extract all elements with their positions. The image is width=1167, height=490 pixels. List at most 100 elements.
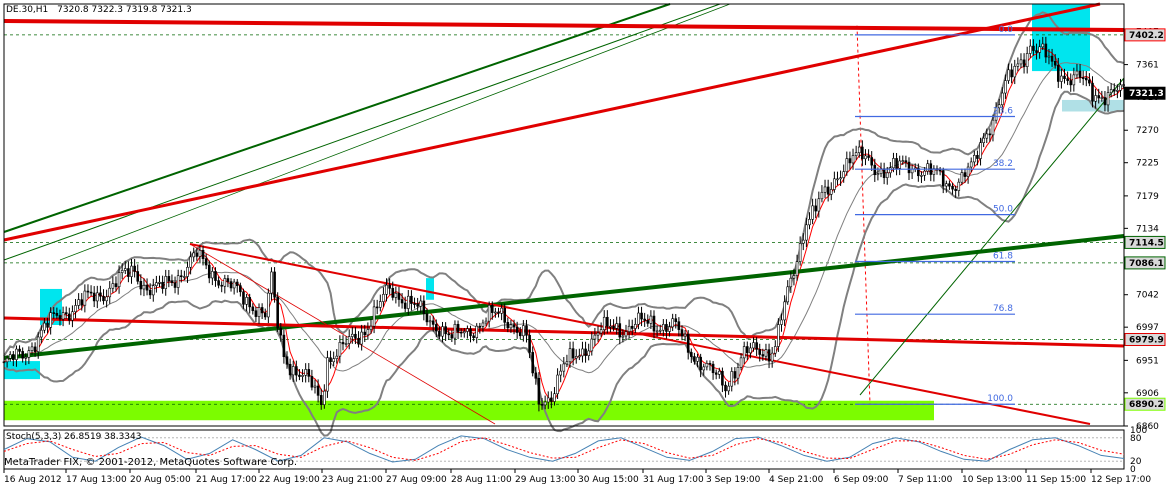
candle-body: [497, 311, 500, 314]
candle-body: [1119, 84, 1122, 91]
candle-body: [83, 290, 87, 306]
candle-body: [285, 356, 289, 365]
candle-body: [571, 348, 575, 359]
candle-body: [550, 397, 553, 402]
candle-body: [167, 276, 171, 282]
candle-body: [612, 325, 615, 329]
candle-body: [817, 198, 821, 212]
candle-body: [1004, 80, 1007, 94]
candle-body: [982, 137, 985, 143]
x-tick-label: 7 Sep 11:00: [898, 475, 953, 485]
x-tick-label: 3 Sep 19:00: [706, 475, 761, 485]
candle-body: [534, 372, 538, 379]
candle-body: [792, 275, 796, 279]
candle-body: [699, 356, 702, 371]
price-panel-frame: [3, 3, 1125, 427]
candle-body: [257, 307, 261, 317]
trendline-red: [3, 2, 1101, 242]
candle-body: [198, 250, 202, 257]
candle-body: [36, 336, 40, 352]
candle-body: [808, 219, 811, 226]
candle-body: [344, 343, 348, 345]
candle-body: [568, 348, 572, 363]
candle-body: [948, 183, 951, 187]
candle-body: [848, 158, 852, 164]
price-label-text: 6890.2: [1129, 400, 1164, 410]
trendline-green: [3, 3, 721, 261]
candle-body: [643, 318, 646, 321]
candle-body: [1109, 89, 1113, 93]
candle-body: [388, 284, 391, 289]
candle-body: [839, 177, 842, 180]
candle-body: [985, 133, 989, 139]
candle-body: [562, 363, 566, 372]
candle-body: [1029, 45, 1032, 54]
candle-body: [96, 292, 99, 302]
candle-body: [873, 164, 877, 176]
candle-body: [354, 333, 357, 339]
candle-body: [885, 172, 889, 178]
candle-body: [71, 311, 74, 321]
candle-body: [727, 385, 730, 392]
trendline-red: [189, 243, 496, 425]
candle-body: [239, 285, 242, 293]
candle-body: [74, 305, 77, 313]
candle-body: [833, 178, 836, 190]
candle-body: [142, 285, 146, 290]
candle-body: [444, 326, 447, 335]
candle-body: [217, 280, 220, 286]
candle-body: [690, 352, 693, 357]
candle-body: [313, 385, 317, 388]
candle-body: [133, 265, 136, 272]
candle-body: [46, 322, 49, 328]
candle-body: [33, 346, 37, 352]
candle-body: [795, 261, 799, 276]
candle-body: [120, 270, 124, 273]
candle-body: [379, 301, 382, 308]
price-label: [1124, 333, 1166, 347]
x-tick-label: 10 Sep 13:00: [962, 475, 1022, 485]
candle-body: [52, 312, 56, 314]
price-label-text: 7086.1: [1129, 259, 1164, 269]
candle-body: [1035, 50, 1038, 53]
x-tick-label: 11 Sep 15:00: [1026, 475, 1086, 485]
x-tick-label: 16 Aug 2012: [4, 475, 62, 485]
candle-body: [994, 107, 998, 121]
candle-body: [413, 303, 416, 305]
candle-body: [976, 155, 979, 159]
stoch-tick-label: 80: [1130, 434, 1142, 444]
fibo-label: 50.0: [993, 205, 1013, 215]
stoch-tick-label: 20: [1130, 457, 1142, 467]
y-tick-label: 6997: [1136, 323, 1159, 333]
candle-body: [522, 325, 525, 337]
y-tick-label: 6951: [1136, 356, 1159, 366]
candle-body: [434, 324, 438, 332]
candle-body: [1103, 97, 1107, 106]
candle-body: [459, 331, 463, 334]
candle-body: [820, 191, 824, 200]
candle-body: [77, 299, 80, 306]
candle-body: [752, 342, 755, 349]
candle-body: [593, 334, 597, 340]
candle-body: [151, 285, 155, 296]
candle-body: [640, 312, 643, 320]
candle-body: [842, 171, 846, 179]
candle-body: [111, 283, 115, 289]
candle-body: [99, 292, 102, 297]
candle-body: [375, 306, 379, 309]
candle-body: [851, 155, 855, 164]
candle-body: [966, 166, 970, 177]
candle-body: [581, 348, 584, 357]
candle-body: [907, 161, 911, 174]
candle-body: [1097, 95, 1101, 99]
candle-body: [419, 300, 423, 307]
candle-body: [456, 324, 460, 333]
candle-body: [954, 188, 957, 191]
candle-body: [64, 312, 68, 315]
candle-body: [254, 310, 258, 317]
candle-body: [870, 157, 873, 166]
candle-body: [969, 161, 973, 168]
